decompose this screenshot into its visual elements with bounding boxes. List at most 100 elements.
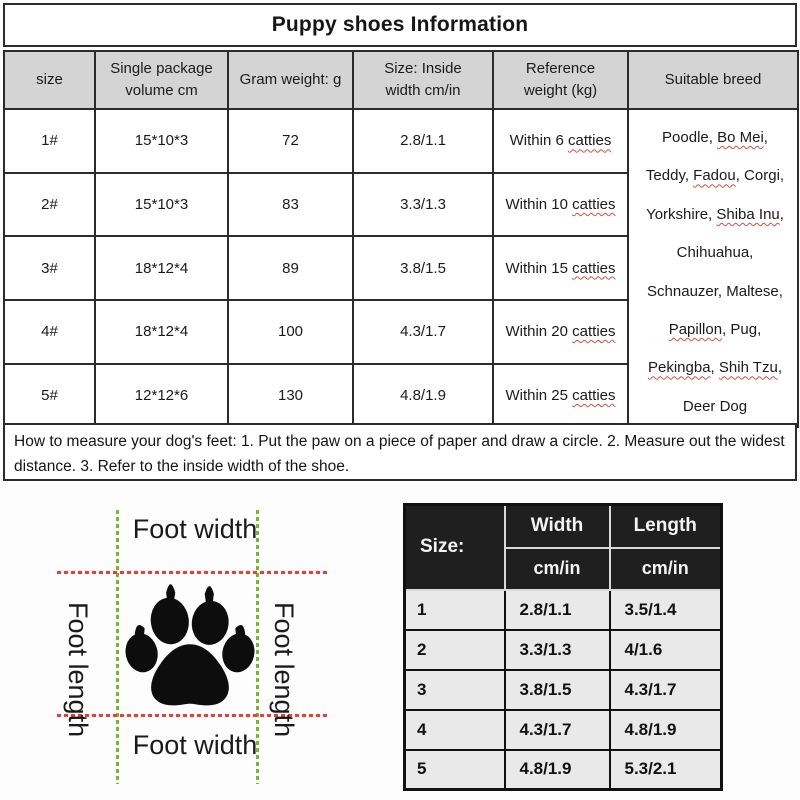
size-chart-row: 3 3.8/1.5 4.3/1.7 xyxy=(403,668,723,711)
breed-line: Yorkshire, Shiba Inu, xyxy=(639,196,791,234)
volume-cell: 15*10*3 xyxy=(94,108,229,174)
misspelled-word: Bo Mei xyxy=(717,129,764,146)
gram-weight-cell: 89 xyxy=(227,235,354,301)
size-chart-size-cell: 4 xyxy=(403,708,506,751)
paw-measurement-diagram: Foot width Foot width Foot length Foot l… xyxy=(0,492,400,797)
measuring-note-text: How to measure your dog's feet: 1. Put t… xyxy=(14,433,785,476)
misspelled-word: catties xyxy=(568,132,612,150)
size-chart-length-cell: 5.3/2.1 xyxy=(608,748,723,791)
foot-width-label-top: Foot width xyxy=(132,514,258,544)
foot-length-label-right: Foot length xyxy=(269,602,299,738)
page-title: Puppy shoes Information xyxy=(271,13,529,36)
text-segment: Within 25 xyxy=(505,386,573,404)
size-chart-row: 2 3.3/1.3 4/1.6 xyxy=(403,628,723,671)
breed-line: Teddy, Fadou, Corgi, xyxy=(639,157,791,195)
misspelled-word: Pekingba xyxy=(647,359,711,377)
text-segment: Schnauzer, Maltese, xyxy=(647,282,783,300)
suitable-breed-cell: Poodle, Bo Mei, Teddy, Fadou, Corgi, Yorks… xyxy=(627,107,799,429)
reference-weight-cell: Within 25 catties xyxy=(492,362,629,429)
text-segment: Teddy, xyxy=(645,167,694,185)
text-segment: , xyxy=(779,205,784,223)
size-cell: 2# xyxy=(3,171,96,238)
size-cell: 4# xyxy=(3,298,96,365)
size-chart-length-header: Length xyxy=(608,503,723,549)
breed-line: Pekingba, Shih Tzu, xyxy=(639,349,791,387)
text-segment: Poodle, xyxy=(662,129,718,146)
size-chart-width-cell: 4.8/1.9 xyxy=(503,748,611,791)
inside-width-cell: 4.8/1.9 xyxy=(352,362,494,429)
text-segment: Deer Dog xyxy=(682,397,748,415)
col-header-reference-weight: Reference weight (kg) xyxy=(492,50,629,110)
size-chart-header-row-2: cm/in cm/in xyxy=(405,546,723,591)
size-cell: 1# xyxy=(3,108,96,174)
size-chart-length-cell: 4/1.6 xyxy=(608,628,723,671)
reference-weight-cell: Within 15 catties xyxy=(492,235,629,301)
misspelled-word: Shiba Inu xyxy=(716,205,780,223)
misspelled-word: catties xyxy=(572,386,616,404)
text-segment: , xyxy=(777,359,782,377)
col-header-gram-weight: Gram weight: g xyxy=(227,50,354,110)
main-table-row: 4# 18*12*4 100 4.3/1.7 Within 20 catties xyxy=(3,298,798,365)
misspelled-word: catties xyxy=(572,323,616,341)
misspelled-word: catties xyxy=(572,259,616,277)
text-segment: , xyxy=(710,359,719,377)
misspelled-word: Fadou xyxy=(693,167,736,185)
size-chart-corner-header: Size: xyxy=(403,503,506,591)
size-chart-table: Size: Width Length cm/in cm/in 1 2.8/1.1 3… xyxy=(403,503,723,791)
text-segment: Within 10 xyxy=(505,195,573,213)
size-chart-size-cell: 5 xyxy=(403,748,506,791)
inside-width-cell: 3.8/1.5 xyxy=(352,235,494,301)
foot-length-label-left: Foot length xyxy=(63,602,93,738)
size-chart-row: 1 2.8/1.1 3.5/1.4 xyxy=(403,588,723,631)
breed-line: Chihuahua, xyxy=(639,234,791,272)
size-chart-body: 1 2.8/1.1 3.5/1.4 2 3.3/1.3 4/1.6 3 3.8/1.5 4.3/… xyxy=(403,588,723,791)
measuring-note-box: How to measure your dog's feet: 1. Put t… xyxy=(3,423,797,481)
main-table-header-row: size Single package volume cm Gram weigh… xyxy=(3,50,799,110)
size-chart-size-cell: 2 xyxy=(403,628,506,671)
main-info-table: size Single package volume cm Gram weigh… xyxy=(3,50,799,429)
main-table-body: 1# 15*10*3 72 2.8/1.1 Within 6 catties Poodle… xyxy=(3,107,799,429)
size-cell: 3# xyxy=(3,235,96,301)
volume-cell: 18*12*4 xyxy=(94,298,229,365)
size-chart-length-cell: 4.8/1.9 xyxy=(608,708,723,751)
size-chart-row: 5 4.8/1.9 5.3/2.1 xyxy=(403,748,723,791)
volume-cell: 15*10*3 xyxy=(94,171,229,238)
misspelled-word: Shih Tzu xyxy=(718,359,778,377)
main-table-row: 5# 12*12*6 130 4.8/1.9 Within 25 catties xyxy=(3,362,798,429)
text-segment: , xyxy=(763,129,768,146)
paw-print-icon xyxy=(125,584,255,706)
foot-length-guide-line-bottom xyxy=(57,714,329,717)
col-header-suitable-breed: Suitable breed xyxy=(627,50,799,110)
size-chart-length-unit: cm/in xyxy=(608,546,723,591)
size-cell: 5# xyxy=(3,362,96,429)
gram-weight-cell: 83 xyxy=(227,171,354,238)
misspelled-word: catties xyxy=(572,195,616,213)
reference-weight-cell: Within 20 catties xyxy=(492,298,629,365)
breed-line: Schnauzer, Maltese, xyxy=(639,273,791,311)
foot-width-guide-line-left xyxy=(116,510,119,784)
foot-width-guide-line-right xyxy=(256,510,259,784)
col-header-size: size xyxy=(3,50,96,110)
main-table-row: 2# 15*10*3 83 3.3/1.3 Within 10 catties xyxy=(3,171,798,238)
inside-width-cell: 2.8/1.1 xyxy=(352,108,494,174)
breed-line: Papillon, Pug, xyxy=(639,311,791,349)
gram-weight-cell: 72 xyxy=(227,108,354,174)
main-table-row: 3# 18*12*4 89 3.8/1.5 Within 15 catties xyxy=(3,235,798,301)
main-table-row: 1# 15*10*3 72 2.8/1.1 Within 6 catties Poodle… xyxy=(3,107,799,429)
volume-cell: 12*12*6 xyxy=(94,362,229,429)
size-chart-width-unit: cm/in xyxy=(503,546,611,591)
text-segment: Chihuahua, xyxy=(676,244,754,262)
text-segment: , Pug, xyxy=(722,321,762,339)
inside-width-cell: 3.3/1.3 xyxy=(352,171,494,238)
gram-weight-cell: 100 xyxy=(227,298,354,365)
foot-width-label-bottom: Foot width xyxy=(132,730,258,760)
inside-width-cell: 4.3/1.7 xyxy=(352,298,494,365)
col-header-volume: Single package volume cm xyxy=(94,50,229,110)
size-chart-length-cell: 3.5/1.4 xyxy=(608,588,723,631)
volume-cell: 18*12*4 xyxy=(94,235,229,301)
size-chart-size-cell: 3 xyxy=(403,668,506,711)
size-chart-width-cell: 4.3/1.7 xyxy=(503,708,611,751)
text-segment: Within 20 xyxy=(505,323,573,341)
size-chart-width-cell: 3.8/1.5 xyxy=(503,668,611,711)
